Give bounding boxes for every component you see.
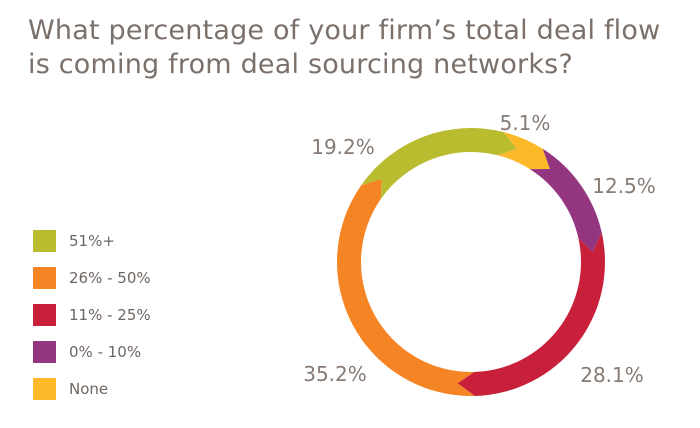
slice-label-none: 5.1% — [500, 111, 551, 135]
legend-item-51-plus: 51%+ — [33, 228, 151, 254]
slice-label-11-25: 28.1% — [580, 363, 644, 387]
legend-swatch-none — [33, 378, 56, 400]
donut-slice-11-25 — [457, 232, 605, 396]
legend-item-0-10: 0% - 10% — [33, 339, 151, 365]
legend-swatch-26-50 — [33, 267, 56, 289]
legend-label-51-plus: 51%+ — [69, 232, 115, 250]
donut-slice-51-plus — [361, 127, 517, 199]
legend-swatch-0-10 — [33, 341, 56, 363]
slice-label-0-10: 12.5% — [592, 174, 656, 198]
slice-label-26-50: 35.2% — [303, 362, 367, 386]
chart-title: What percentage of your firm’s total dea… — [28, 15, 661, 80]
legend-swatch-51-plus — [33, 230, 56, 252]
legend-label-none: None — [69, 380, 109, 398]
legend-swatch-11-25 — [33, 304, 56, 326]
slice-label-51-plus: 19.2% — [311, 135, 375, 159]
donut-slice-26-50 — [336, 178, 475, 396]
donut-slices — [336, 127, 605, 396]
donut-slice-0-10 — [529, 148, 602, 252]
legend-label-26-50: 26% - 50% — [69, 269, 151, 287]
legend-label-11-25: 11% - 25% — [69, 306, 151, 324]
legend-label-0-10: 0% - 10% — [69, 343, 142, 361]
legend-item-11-25: 11% - 25% — [33, 302, 151, 328]
legend-item-26-50: 26% - 50% — [33, 265, 151, 291]
chart-legend: 51%+ 26% - 50% 11% - 25% 0% - 10% None — [33, 228, 151, 413]
slice-labels: 5.1% 12.5% 28.1% 35.2% 19.2% — [303, 111, 656, 387]
donut-slice-none — [497, 131, 550, 170]
legend-item-none: None — [33, 376, 151, 402]
